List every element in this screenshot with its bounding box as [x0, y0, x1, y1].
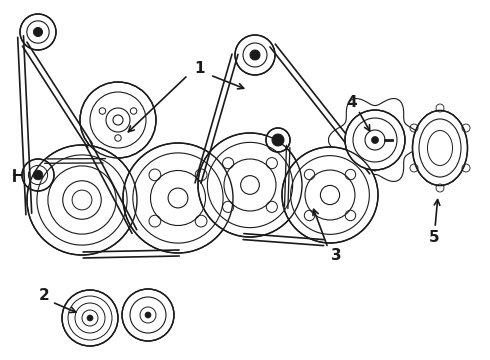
Circle shape	[250, 50, 260, 60]
Text: 4: 4	[347, 95, 357, 109]
Text: 1: 1	[195, 60, 205, 76]
Circle shape	[62, 290, 118, 346]
Circle shape	[87, 315, 93, 321]
Circle shape	[282, 147, 378, 243]
Circle shape	[27, 145, 137, 255]
Circle shape	[266, 128, 290, 152]
Text: 5: 5	[429, 230, 440, 246]
Circle shape	[272, 134, 284, 146]
Text: 2: 2	[39, 288, 49, 303]
Circle shape	[33, 27, 43, 36]
Circle shape	[33, 170, 43, 180]
Ellipse shape	[413, 111, 467, 185]
Circle shape	[20, 14, 56, 50]
Circle shape	[122, 289, 174, 341]
Circle shape	[22, 159, 54, 191]
Text: 3: 3	[331, 248, 342, 264]
Circle shape	[123, 143, 233, 253]
Circle shape	[345, 110, 405, 170]
Circle shape	[371, 136, 378, 144]
Circle shape	[235, 35, 275, 75]
Circle shape	[80, 82, 156, 158]
Circle shape	[145, 312, 151, 318]
Circle shape	[198, 133, 302, 237]
